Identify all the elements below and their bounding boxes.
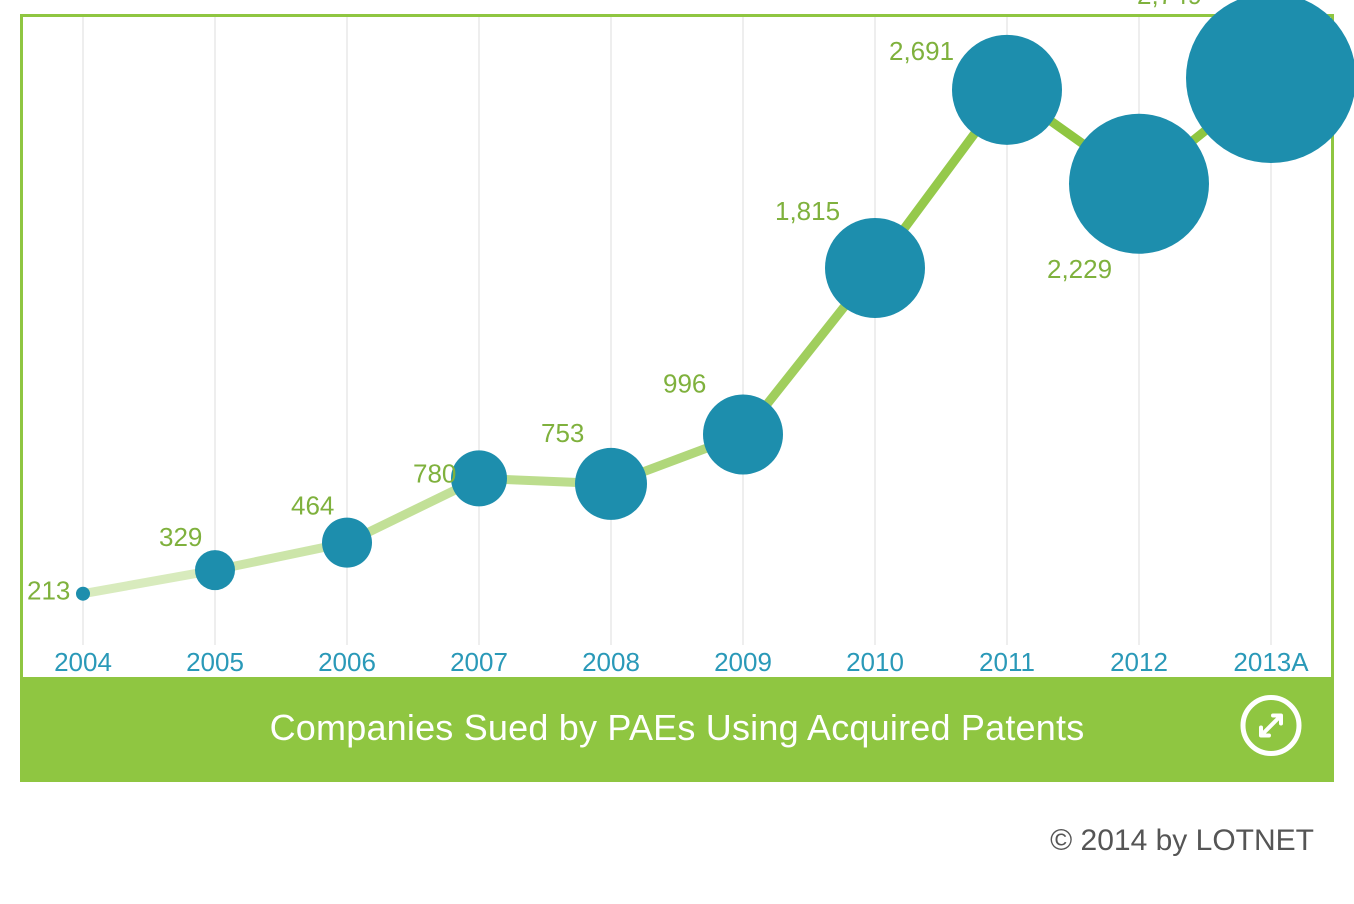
expand-icon[interactable] (1239, 694, 1303, 763)
data-bubble (451, 450, 507, 506)
data-label: 2,229 (1047, 254, 1112, 284)
chart-svg: 2133294647807539961,8152,6912,2292,74920… (23, 17, 1331, 677)
data-bubble (952, 35, 1062, 145)
data-label: 780 (413, 458, 456, 488)
chart-plot-area: 2133294647807539961,8152,6912,2292,74920… (23, 17, 1331, 677)
chart-title-bar: Companies Sued by PAEs Using Acquired Pa… (23, 677, 1331, 779)
data-label: 464 (291, 491, 334, 521)
data-label: 2,691 (889, 36, 954, 66)
data-bubble (825, 218, 925, 318)
data-label: 329 (159, 522, 202, 552)
x-axis-label: 2010 (846, 647, 904, 677)
chart-title: Companies Sued by PAEs Using Acquired Pa… (270, 707, 1085, 749)
data-bubble (1186, 0, 1354, 163)
data-label: 753 (541, 418, 584, 448)
data-label: 996 (663, 368, 706, 398)
chart-container: 2133294647807539961,8152,6912,2292,74920… (20, 14, 1334, 782)
x-axis-label: 2012 (1110, 647, 1168, 677)
data-bubble (76, 587, 90, 601)
data-label: 213 (27, 576, 70, 606)
data-bubble (703, 394, 783, 474)
data-bubble (575, 448, 647, 520)
chart-wrapper: 213 329 464 780 753 996 1,815 2,691 2,229 2,749 20… (0, 0, 1354, 904)
x-axis-label: 2009 (714, 647, 772, 677)
data-label: 2,749 (1137, 0, 1202, 10)
x-axis-label: 2006 (318, 647, 376, 677)
data-bubble (1069, 114, 1209, 254)
x-axis-label: 2011 (979, 647, 1035, 677)
line-segment (83, 570, 215, 594)
x-axis-label: 2008 (582, 647, 640, 677)
copyright-text: © 2014 by LOTNET (1050, 824, 1314, 858)
data-label: 1,815 (775, 196, 840, 226)
x-axis-label: 2013A (1233, 647, 1309, 677)
x-axis-label: 2005 (186, 647, 244, 677)
x-axis-label: 2004 (54, 647, 112, 677)
data-bubble (322, 518, 372, 568)
x-axis-label: 2007 (450, 647, 508, 677)
data-bubble (195, 550, 235, 590)
